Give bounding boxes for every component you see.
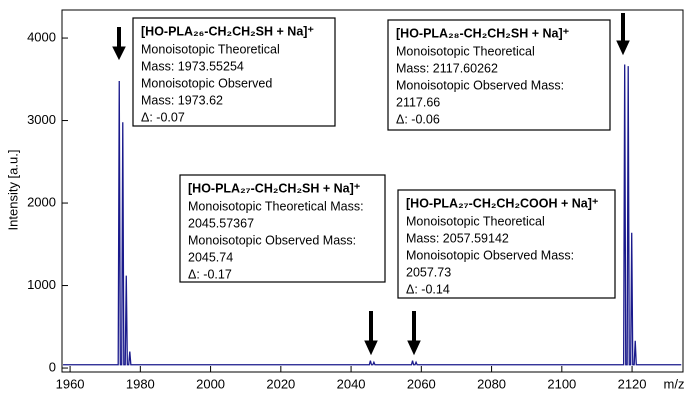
y-tick-label: 2000 [27,194,56,209]
x-axis-label: m/z [664,376,685,391]
annotation-line: Monoisotopic Observed Mass: [188,233,356,247]
annotation-line: Δ: -0.06 [396,112,440,126]
annotation-line: Monoisotopic Theoretical [406,214,545,228]
annotation-line: 2045.57367 [188,216,254,230]
annotation-line: Monoisotopic Theoretical [396,44,535,58]
annotation-title: [HO-PLA₂₇-CH₂CH₂COOH + Na]⁺ [406,196,599,210]
y-tick-label: 3000 [27,112,56,127]
annotation: [HO-PLA₂₈-CH₂CH₂SH + Na]⁺ Monoisotopic Th… [387,19,611,131]
y-tick-label: 4000 [27,29,56,44]
annotation-line: 2117.66 [396,95,440,109]
arrow-head [112,46,126,61]
annotation-title: [HO-PLA₂₈-CH₂CH₂SH + Na]⁺ [396,26,570,40]
annotation-line: Monoisotopic Observed [141,76,272,90]
x-tick-label: 2100 [547,376,576,391]
x-tick-label: 2040 [337,376,366,391]
annotation-line: Δ: -0.14 [406,282,450,296]
arrows [112,13,630,356]
annotation-line: Δ: -0.17 [188,267,232,281]
annotation-line: Mass: 2117.60262 [396,61,498,75]
x-tick-label: 2060 [407,376,436,391]
annotation-box [179,174,386,283]
annotation-line: Mass: 1973.62 [141,93,223,107]
annotation: [HO-PLA₂₇-CH₂CH₂SH + Na]⁺ Monoisotopic Th… [179,174,386,283]
annotation-line: Mass: 2057.59142 [406,231,509,245]
arrow-head [364,340,378,356]
annotation-box [397,189,616,299]
annotation: [HO-PLA₂₇-CH₂CH₂COOH + Na]⁺ Monoisotopic … [397,189,616,299]
annotation-line: Monoisotopic Theoretical [141,42,280,56]
y-axis-label: Intensity [a.u.] [5,150,20,231]
annotation-line: Δ: -0.07 [141,110,185,124]
annotation-line: Mass: 1973.55254 [141,59,244,73]
x-tick-label: 1980 [126,376,155,391]
annotation-line: Monoisotopic Observed Mass: [396,78,564,92]
y-tick-label: 0 [49,359,56,374]
annotation-line: Monoisotopic Observed Mass: [406,248,574,262]
annotation-title: [HO-PLA₂₆-CH₂CH₂SH + Na]⁺ [141,24,314,38]
arrow-head [616,40,630,56]
y-tick-label: 1000 [27,277,56,292]
annotation: [HO-PLA₂₆-CH₂CH₂SH + Na]⁺ Monoisotopic Th… [132,17,336,127]
x-tick-label: 2120 [618,376,647,391]
annotation-line: 2045.74 [188,250,233,264]
annotation-title: [HO-PLA₂₇-CH₂CH₂SH + Na]⁺ [188,181,361,195]
x-tick-label: 2000 [196,376,225,391]
spectrum-line [63,64,682,366]
x-tick-label: 2080 [477,376,506,391]
arrow-head [407,340,421,356]
annotation-box [387,19,611,131]
annotation-line: Monoisotopic Theoretical Mass: [188,199,364,213]
annotation-box [132,17,336,127]
plot-frame [61,9,684,373]
x-tick-label: 2020 [266,376,295,391]
annotation-line: 2057.73 [406,265,451,279]
x-tick-label: 1960 [56,376,85,391]
